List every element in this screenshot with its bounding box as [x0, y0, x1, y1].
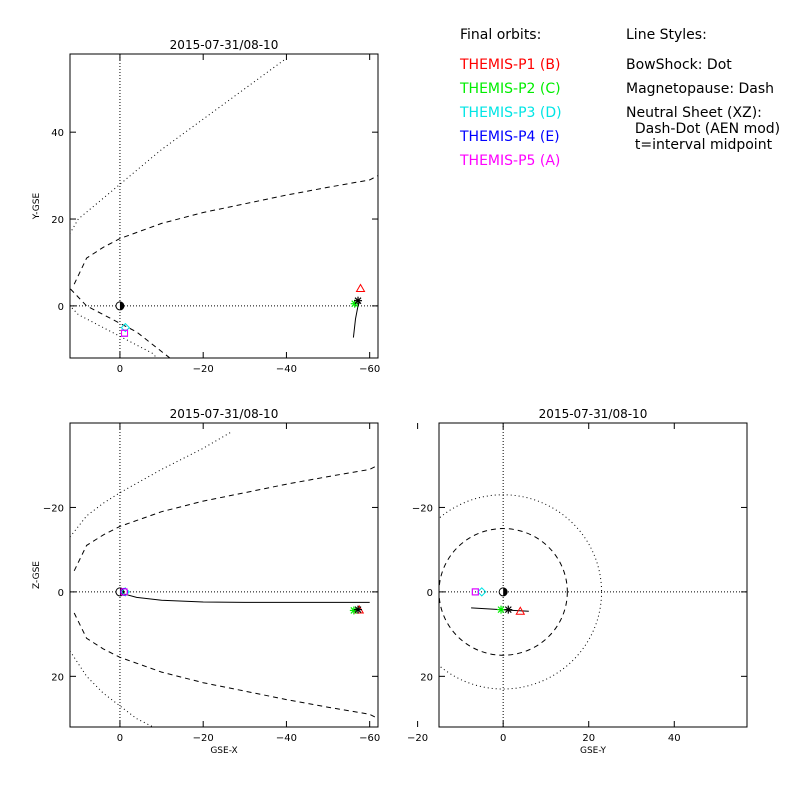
series-magnetopause-2 — [73, 464, 378, 572]
probe-p2-marker — [497, 605, 506, 614]
panel-xy: 0 −20 −40 −60 0 20 40 2015-07-31/08-10 Y-GSE — [32, 38, 380, 375]
probe-p5-marker — [121, 329, 129, 337]
panel-title: 2015-07-31/08-10 — [170, 38, 279, 52]
plot-area-yz — [439, 423, 747, 727]
x-tick-label: −60 — [359, 733, 380, 744]
x-axis-label: GSE-X — [210, 746, 237, 756]
axes-frame — [438, 422, 748, 728]
legend-style-magnetopause: Magnetopause: Dash — [626, 81, 775, 97]
panel-title: 2015-07-31/08-10 — [170, 407, 279, 421]
series-bowshock-3 — [70, 430, 233, 538]
legend-style-bowshock: BowShock: Dot — [626, 57, 732, 73]
plot-area-xy — [70, 54, 378, 358]
x-tick-label: 20 — [582, 733, 595, 744]
y-tick-label: 20 — [51, 672, 64, 683]
axes-frame — [69, 422, 379, 728]
x-tick-label: −20 — [193, 364, 214, 375]
circle-magnetopause — [439, 528, 568, 656]
panel-xz: 0 −20 −40 −60 −20 0 20 2015-07-31/08-10 GSE-X Z-G… — [32, 407, 380, 756]
probe-p3-marker — [120, 322, 131, 333]
x-tick-label: −40 — [276, 733, 297, 744]
legend-orbit-p3: THEMIS-P3 (D) — [460, 105, 562, 121]
y-tick-label: 0 — [58, 588, 64, 599]
x-tick-label: 0 — [117, 364, 123, 375]
probe-p3-marker — [477, 587, 487, 597]
y-tick-label: 0 — [427, 588, 433, 599]
series-bowshock-2 — [70, 57, 287, 235]
series-magnetopause-3 — [73, 175, 378, 285]
probe-p1-marker — [515, 606, 526, 615]
x-tick-label: 40 — [668, 733, 681, 744]
legend-style-midpoint: t=interval midpoint — [626, 137, 773, 153]
earth-icon — [498, 587, 508, 597]
plot-area-xz — [70, 423, 378, 727]
series-neutral_sheet-4 — [123, 593, 370, 603]
x-tick-label: 0 — [117, 733, 123, 744]
probe-mid-marker — [354, 296, 363, 305]
probe-mid-marker — [504, 605, 513, 614]
panel-yz: −20 0 20 40 −20 0 20 2015-07-31/08-10 GSE-Y — [407, 407, 748, 756]
series-magnetopause-1 — [70, 288, 171, 358]
x-tick-label: −40 — [276, 364, 297, 375]
x-tick-label: −20 — [193, 733, 214, 744]
y-tick-label: 40 — [51, 128, 64, 139]
y-axis-label: Y-GSE — [32, 193, 42, 221]
probe-mid-marker — [354, 605, 363, 614]
legend-orbit-p5: THEMIS-P5 (A) — [460, 153, 561, 169]
probe-p5-marker — [120, 588, 128, 596]
x-axis-label: GSE-Y — [580, 746, 607, 756]
earth-icon — [115, 301, 125, 311]
x-tick-label: −20 — [407, 733, 428, 744]
legend-orbits-title: Final orbits: — [460, 27, 542, 43]
legend-orbit-p2: THEMIS-P2 (C) — [460, 81, 561, 97]
axes-frame — [69, 53, 379, 359]
y-tick-label: −20 — [43, 503, 64, 514]
series-magnetopause-1 — [73, 612, 378, 720]
y-tick-label: 0 — [58, 302, 64, 313]
legend-styles-title: Line Styles: — [626, 27, 707, 43]
y-tick-label: 20 — [51, 215, 64, 226]
series-bowshock-0 — [70, 305, 158, 358]
x-tick-label: −60 — [359, 364, 380, 375]
legend-orbit-p1: THEMIS-P1 (B) — [460, 57, 561, 73]
legend-orbit-p4: THEMIS-P4 (E) — [460, 129, 560, 145]
y-tick-label: 20 — [420, 672, 433, 683]
circle-bowshock — [439, 494, 603, 690]
y-tick-label: −20 — [412, 503, 433, 514]
legend-style-dash-dot: Dash-Dot (AEN mod) — [626, 121, 781, 137]
probe-p5-marker — [471, 588, 479, 596]
panel-title: 2015-07-31/08-10 — [539, 407, 648, 421]
y-axis-label: Z-GSE — [32, 561, 42, 589]
probe-p3-marker — [120, 587, 131, 597]
legend-style-neutral-sheet: Neutral Sheet (XZ): — [626, 105, 762, 121]
series-bowshock-0 — [70, 650, 154, 727]
series-trace-4 — [352, 301, 361, 338]
probe-p1-marker — [355, 283, 366, 293]
x-tick-label: 0 — [500, 733, 506, 744]
